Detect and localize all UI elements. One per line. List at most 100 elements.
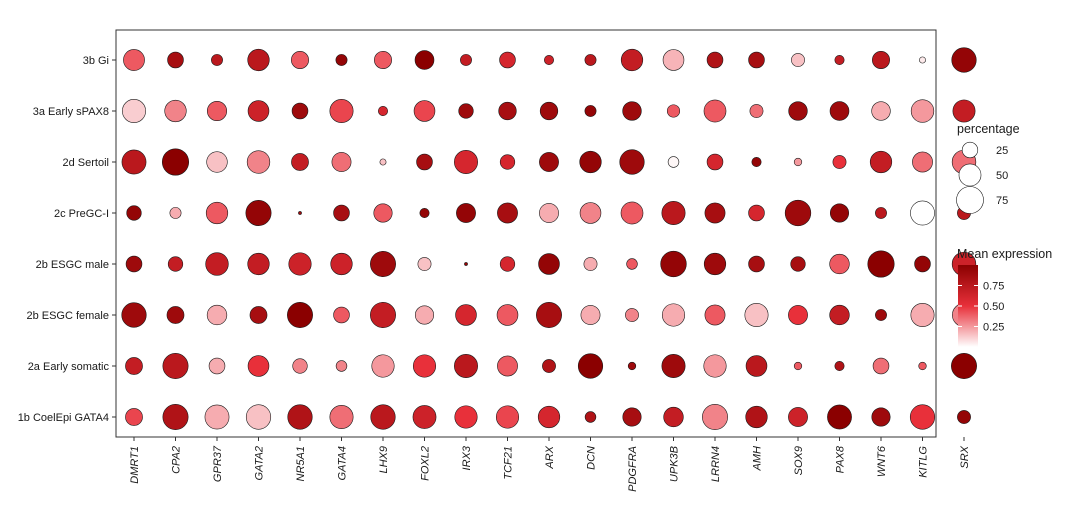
dot-2c-pregc-i-foxl2 bbox=[419, 208, 430, 218]
color-legend: Mean expression 0.25 0.50 0.75 bbox=[957, 247, 1052, 347]
dot-2b-esgc-female-irx3 bbox=[455, 304, 477, 326]
x-tick-label: GATA4 bbox=[337, 446, 349, 480]
dot-1b-coelepi-gata4-kitlg bbox=[909, 404, 936, 430]
dot-3b-gi-amh bbox=[748, 51, 765, 69]
dot-2b-esgc-female-pax8 bbox=[829, 304, 850, 326]
x-tick-label: SOX9 bbox=[793, 446, 805, 475]
plot-panel bbox=[115, 29, 937, 438]
dot-2c-pregc-i-pax8 bbox=[829, 203, 850, 223]
dot-2a-early-somatic-tcf21 bbox=[497, 355, 518, 377]
dot-2d-sertoil-kitlg bbox=[912, 151, 933, 173]
dot-2b-esgc-female-tcf21 bbox=[496, 304, 519, 326]
dot-2b-esgc-male-gata2 bbox=[247, 252, 270, 276]
dot-2a-early-somatic-amh bbox=[745, 355, 768, 377]
dot-2b-esgc-male-gata4 bbox=[330, 252, 353, 276]
dot-2c-pregc-i-gpr37 bbox=[205, 201, 229, 225]
dot-2c-pregc-i-irx3 bbox=[456, 203, 476, 223]
dot-2d-sertoil-upk3b bbox=[667, 156, 680, 168]
x-tick-label: NR5A1 bbox=[295, 446, 307, 481]
dot-2b-esgc-female-dcn bbox=[580, 305, 601, 325]
dot-2d-sertoil-tcf21 bbox=[499, 154, 516, 170]
dot-1b-coelepi-gata4-gpr37 bbox=[204, 404, 230, 430]
dot-3b-gi-lrrn4 bbox=[706, 51, 724, 69]
dot-3b-gi-gata2 bbox=[247, 48, 270, 72]
dot-2a-early-somatic-dmrt1 bbox=[125, 357, 143, 375]
dot-2b-esgc-male-lhx9 bbox=[370, 251, 396, 277]
dot-2d-sertoil-sox9 bbox=[793, 157, 803, 167]
dot-2b-esgc-male-lrrn4 bbox=[703, 252, 727, 276]
x-tick-label: GATA2 bbox=[254, 446, 266, 480]
dot-3b-gi-upk3b bbox=[662, 49, 685, 71]
dot-2c-pregc-i-amh bbox=[748, 204, 765, 222]
dot-3a-early-spax8-lhx9 bbox=[378, 106, 388, 116]
dot-2a-early-somatic-kitlg bbox=[918, 361, 927, 371]
dot-3b-gi-gata4 bbox=[335, 54, 348, 66]
dot-2d-sertoil-gata4 bbox=[331, 152, 352, 172]
x-tick-label: PDGFRA bbox=[627, 446, 639, 492]
color-legend-title: Mean expression bbox=[957, 247, 1052, 261]
dot-3b-gi-cpa2 bbox=[167, 51, 184, 69]
dot-2c-pregc-i-sox9 bbox=[784, 199, 812, 227]
dot-1b-coelepi-gata4-foxl2 bbox=[412, 405, 437, 429]
dot-3a-early-spax8-foxl2 bbox=[413, 100, 436, 122]
x-tick-label: CPA2 bbox=[171, 446, 183, 474]
dot-3a-early-spax8-sox9 bbox=[788, 101, 808, 121]
dot-2b-esgc-female-cpa2 bbox=[166, 306, 185, 324]
x-tick-label: LRRN4 bbox=[710, 446, 722, 482]
dot-3b-gi-srx bbox=[951, 47, 977, 73]
dot-2c-pregc-i-lhx9 bbox=[373, 203, 393, 223]
y-tick-label: 2b ESGC female bbox=[26, 310, 109, 322]
size-legend-label: 75 bbox=[996, 195, 1008, 207]
dot-1b-coelepi-gata4-srx bbox=[957, 410, 971, 424]
y-tick-label: 3a Early sPAX8 bbox=[33, 106, 109, 118]
x-tick-label: SRX bbox=[959, 445, 971, 468]
dot-3b-gi-wnt6 bbox=[872, 51, 890, 69]
dot-2b-esgc-male-dcn bbox=[583, 257, 598, 271]
color-legend-label: 0.50 bbox=[983, 301, 1004, 313]
dot-3b-gi-irx3 bbox=[460, 54, 472, 66]
dot-3a-early-spax8-nr5a1 bbox=[291, 102, 309, 120]
dot-3a-early-spax8-gpr37 bbox=[206, 100, 228, 122]
dot-3a-early-spax8-dmrt1 bbox=[122, 99, 146, 123]
dot-2c-pregc-i-nr5a1 bbox=[298, 211, 302, 215]
color-legend-bar bbox=[958, 265, 978, 347]
dot-3a-early-spax8-cpa2 bbox=[164, 99, 187, 123]
dot-1b-coelepi-gata4-pax8 bbox=[827, 404, 852, 430]
dot-2b-esgc-female-lrrn4 bbox=[704, 304, 726, 326]
dot-1b-coelepi-gata4-sox9 bbox=[788, 407, 808, 427]
dot-2c-pregc-i-gata4 bbox=[333, 204, 350, 222]
dot-2b-esgc-male-irx3 bbox=[464, 262, 468, 266]
dot-2b-esgc-female-nr5a1 bbox=[287, 302, 313, 328]
dot-3b-gi-dmrt1 bbox=[123, 49, 145, 71]
x-tick-label: DMRT1 bbox=[129, 446, 141, 484]
dot-2c-pregc-i-kitlg bbox=[910, 200, 935, 226]
dot-3a-early-spax8-arx bbox=[539, 101, 559, 121]
dot-2d-sertoil-foxl2 bbox=[416, 153, 433, 171]
dot-2b-esgc-male-nr5a1 bbox=[288, 252, 312, 276]
dot-2b-esgc-male-sox9 bbox=[790, 256, 806, 272]
dot-2c-pregc-i-gata2 bbox=[245, 200, 272, 226]
dot-2b-esgc-female-upk3b bbox=[661, 303, 686, 327]
dot-2a-early-somatic-gata4 bbox=[335, 360, 348, 372]
dot-3b-gi-tcf21 bbox=[499, 51, 516, 69]
dot-1b-coelepi-gata4-cpa2 bbox=[162, 404, 189, 430]
dot-3b-gi-arx bbox=[544, 55, 554, 65]
dot-2a-early-somatic-gata2 bbox=[247, 355, 270, 377]
size-legend-title: percentage bbox=[957, 122, 1020, 136]
size-legend-label: 50 bbox=[996, 170, 1008, 182]
dot-1b-coelepi-gata4-wnt6 bbox=[871, 407, 891, 427]
dot-2b-esgc-male-wnt6 bbox=[867, 250, 895, 278]
dot-2a-early-somatic-nr5a1 bbox=[292, 358, 308, 374]
dot-3b-gi-lhx9 bbox=[374, 51, 392, 69]
dot-3b-gi-dcn bbox=[584, 54, 597, 66]
y-tick-label: 3b Gi bbox=[83, 55, 109, 67]
x-tick-label: IRX3 bbox=[461, 445, 473, 470]
dot-3b-gi-kitlg bbox=[919, 56, 926, 64]
dot-2d-sertoil-dcn bbox=[579, 150, 602, 174]
dot-2d-sertoil-dmrt1 bbox=[121, 149, 147, 175]
dot-2c-pregc-i-tcf21 bbox=[497, 202, 518, 224]
dot-2d-sertoil-amh bbox=[751, 157, 762, 167]
dot-3a-early-spax8-pax8 bbox=[829, 101, 850, 121]
y-tick-label: 1b CoelEpi GATA4 bbox=[18, 412, 109, 424]
x-tick-label: UPK3B bbox=[669, 446, 681, 482]
